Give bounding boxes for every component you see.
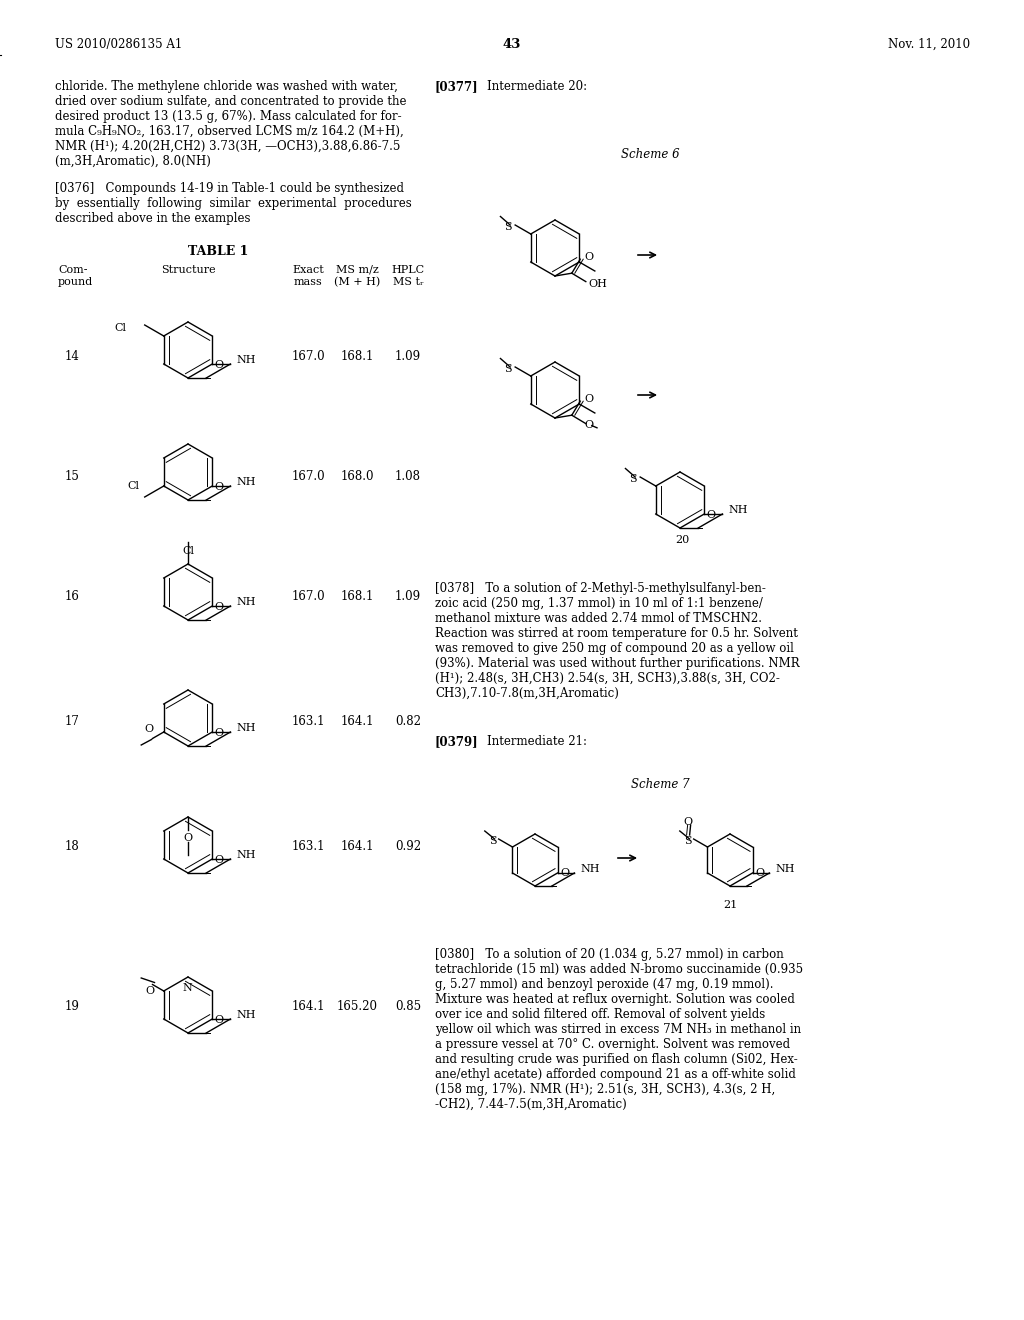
Text: 1.09: 1.09 [395, 350, 421, 363]
Text: NH: NH [237, 1010, 256, 1020]
Text: Cl: Cl [115, 323, 127, 333]
Text: Com-
pound: Com- pound [58, 265, 93, 286]
Text: O: O [214, 482, 223, 492]
Text: 163.1: 163.1 [291, 715, 325, 729]
Text: S: S [505, 364, 512, 374]
Text: 164.1: 164.1 [291, 1001, 325, 1012]
Text: [0378]   To a solution of 2-Methyl-5-methylsulfanyl-ben-
zoic acid (250 mg, 1.37: [0378] To a solution of 2-Methyl-5-methy… [435, 582, 800, 700]
Text: N: N [182, 983, 191, 993]
Text: Intermediate 21:: Intermediate 21: [487, 735, 587, 748]
Text: O: O [585, 252, 593, 263]
Text: US 2010/0286135 A1: US 2010/0286135 A1 [55, 38, 182, 51]
Text: 167.0: 167.0 [291, 590, 325, 603]
Text: 168.0: 168.0 [340, 470, 374, 483]
Text: NH: NH [237, 723, 256, 733]
Text: 1.08: 1.08 [395, 470, 421, 483]
Text: 167.0: 167.0 [291, 350, 325, 363]
Text: chloride. The methylene chloride was washed with water,
dried over sodium sulfat: chloride. The methylene chloride was was… [55, 81, 407, 168]
Text: NH: NH [237, 597, 256, 607]
Text: 18: 18 [65, 840, 80, 853]
Text: Intermediate 20:: Intermediate 20: [487, 81, 587, 92]
Text: 0.92: 0.92 [395, 840, 421, 853]
Text: 16: 16 [65, 590, 80, 603]
Text: O: O [585, 395, 593, 404]
Text: 168.1: 168.1 [340, 590, 374, 603]
Text: S: S [684, 836, 691, 846]
Text: 15: 15 [65, 470, 80, 483]
Text: O: O [214, 729, 223, 738]
Text: O: O [683, 817, 692, 828]
Text: 19: 19 [65, 1001, 80, 1012]
Text: 164.1: 164.1 [340, 840, 374, 853]
Text: 0.82: 0.82 [395, 715, 421, 729]
Text: O: O [144, 725, 153, 734]
Text: NH: NH [775, 865, 795, 874]
Text: MS m/z
(M + H): MS m/z (M + H) [334, 265, 380, 286]
Text: 165.20: 165.20 [337, 1001, 378, 1012]
Text: Cl: Cl [182, 546, 194, 556]
Text: O: O [214, 602, 223, 612]
Text: 1.09: 1.09 [395, 590, 421, 603]
Text: O: O [214, 855, 223, 865]
Text: 168.1: 168.1 [340, 350, 374, 363]
Text: O: O [560, 869, 569, 878]
Text: [0379]: [0379] [435, 735, 478, 748]
Text: Cl: Cl [128, 480, 139, 491]
Text: Structure: Structure [161, 265, 215, 275]
Text: NH: NH [237, 477, 256, 487]
Text: O: O [707, 510, 716, 520]
Text: NH: NH [237, 850, 256, 861]
Text: NH: NH [237, 355, 256, 366]
Text: O: O [145, 986, 155, 997]
Text: Scheme 6: Scheme 6 [621, 148, 679, 161]
Text: S: S [630, 474, 637, 484]
Text: 167.0: 167.0 [291, 470, 325, 483]
Text: 0.85: 0.85 [395, 1001, 421, 1012]
Text: S: S [489, 836, 497, 846]
Text: 17: 17 [65, 715, 80, 729]
Text: O: O [214, 1015, 223, 1026]
Text: 164.1: 164.1 [340, 715, 374, 729]
Text: O: O [214, 360, 223, 370]
Text: O: O [585, 420, 594, 429]
Text: OH: OH [589, 279, 607, 289]
Text: NH: NH [581, 865, 600, 874]
Text: [0376]   Compounds 14-19 in Table-1 could be synthesized
by  essentially  follow: [0376] Compounds 14-19 in Table-1 could … [55, 182, 412, 224]
Text: HPLC
MS tᵣ: HPLC MS tᵣ [391, 265, 425, 286]
Text: O: O [755, 869, 764, 878]
Text: 20: 20 [675, 535, 689, 545]
Text: TABLE 1: TABLE 1 [187, 246, 248, 257]
Text: Scheme 7: Scheme 7 [631, 777, 689, 791]
Text: [0377]: [0377] [435, 81, 478, 92]
Text: 21: 21 [723, 900, 737, 909]
Text: Exact
mass: Exact mass [292, 265, 324, 286]
Text: O: O [183, 833, 193, 843]
Text: 14: 14 [65, 350, 80, 363]
Text: 43: 43 [503, 38, 521, 51]
Text: 163.1: 163.1 [291, 840, 325, 853]
Text: Nov. 11, 2010: Nov. 11, 2010 [888, 38, 970, 51]
Text: S: S [505, 222, 512, 232]
Text: NH: NH [728, 506, 748, 515]
Text: [0380]   To a solution of 20 (1.034 g, 5.27 mmol) in carbon
tetrachloride (15 ml: [0380] To a solution of 20 (1.034 g, 5.2… [435, 948, 803, 1111]
